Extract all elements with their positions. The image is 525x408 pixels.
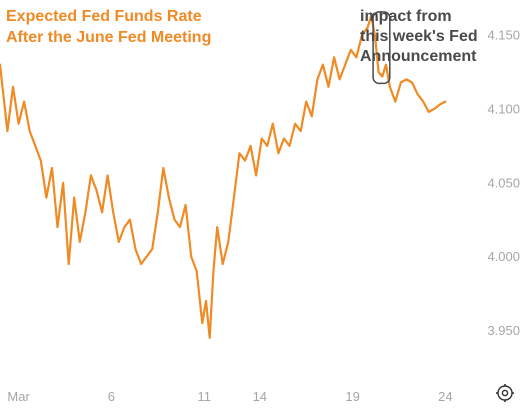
title-line-1: Expected Fed Funds Rate [6, 8, 202, 25]
plot-area [0, 14, 447, 339]
y-tick-label: 4.000 [487, 249, 520, 264]
annotation-line-2: this week's Fed [360, 28, 478, 45]
annotation-line-1: impact from [360, 8, 452, 25]
y-axis: 3.950 4.000 4.050 4.100 4.150 [487, 28, 520, 338]
chart-title: Expected Fed Funds Rate After the June F… [6, 8, 211, 46]
x-tick-label: Mar [7, 389, 30, 404]
y-tick-label: 4.150 [487, 28, 520, 43]
x-tick-label: 24 [438, 389, 452, 404]
x-tick-label: 14 [253, 389, 267, 404]
y-tick-label: 3.950 [487, 323, 520, 338]
x-tick-label: 6 [108, 389, 115, 404]
gear-icon[interactable] [496, 384, 514, 402]
rate-series-line [0, 14, 447, 339]
annotation-line-3: Announcement [360, 48, 477, 65]
y-tick-label: 4.100 [487, 101, 520, 116]
x-axis: Mar 6 11 14 19 24 [7, 389, 452, 404]
y-tick-label: 4.050 [487, 175, 520, 190]
x-tick-label: 11 [197, 389, 211, 404]
title-line-2: After the June Fed Meeting [6, 29, 211, 46]
annotation-highlight-box [372, 11, 391, 85]
annotation: impact from this week's Fed Announcement [360, 8, 478, 85]
x-tick-label: 19 [345, 389, 359, 404]
